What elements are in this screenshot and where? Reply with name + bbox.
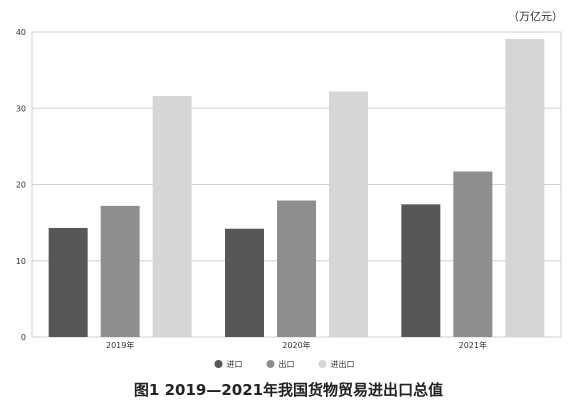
y-tick-label: 40: [16, 28, 26, 37]
legend-label: 进口: [227, 360, 243, 369]
figure-caption: 图1 2019—2021年我国货物贸易进出口总值: [133, 381, 444, 399]
legend-marker: [214, 360, 223, 368]
x-tick-label: 2019年: [106, 340, 134, 350]
y-tick-label: 20: [16, 181, 26, 190]
unit-label: （万亿元）: [508, 10, 563, 23]
bar: [225, 228, 264, 337]
bar: [329, 91, 368, 337]
x-tick-label: 2021年: [459, 340, 487, 350]
legend-marker: [318, 360, 327, 368]
y-tick-label: 10: [16, 257, 26, 266]
bar: [401, 204, 441, 337]
legend-label: 进出口: [331, 359, 355, 369]
y-tick-label: 0: [21, 333, 26, 342]
legend-label: 出口: [279, 359, 295, 369]
bar: [453, 171, 493, 337]
x-tick-label: 2020年: [282, 340, 310, 350]
bar: [100, 205, 140, 337]
bar: [505, 38, 545, 338]
bar: [277, 200, 316, 337]
y-tick-label: 30: [16, 104, 26, 113]
bar: [48, 227, 88, 337]
bar: [152, 96, 192, 337]
legend-marker: [266, 360, 275, 368]
